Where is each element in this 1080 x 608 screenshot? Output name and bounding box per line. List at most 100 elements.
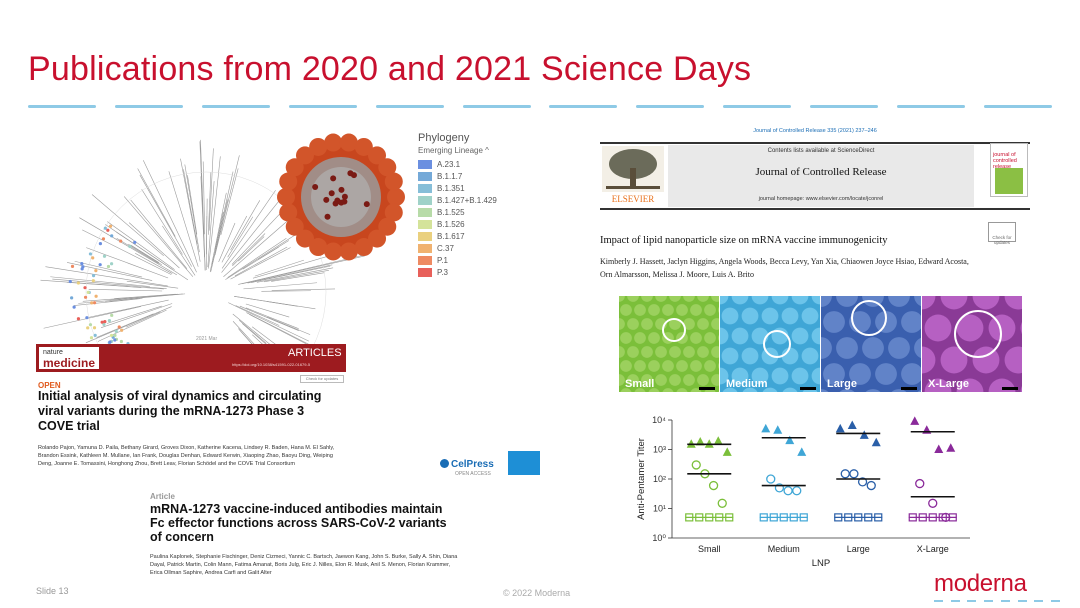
phylogeny-tree-figure: 2021 Mar [40, 133, 405, 344]
x-tick-label: Small [698, 544, 721, 554]
phylogeny-subtitle: Emerging Lineage ^ [418, 146, 489, 155]
micrograph-small: Small [619, 296, 719, 392]
cellpress-icon [440, 459, 449, 468]
legend-swatch [418, 207, 432, 217]
legend-item: B.1.351 [418, 182, 528, 194]
x-tick-label: X-Large [917, 544, 949, 554]
legend-label: P.1 [437, 255, 448, 265]
journal-name: Journal of Controlled Release [755, 166, 887, 178]
nature-medicine-logo: nature medicine [38, 346, 100, 370]
triangle-point [785, 435, 795, 445]
y-tick-label: 10² [653, 474, 666, 484]
y-tick-label: 10¹ [653, 504, 666, 514]
slide-number: Slide 13 [36, 586, 69, 596]
legend-item: B.1.1.7 [418, 170, 528, 182]
journal-header-box [600, 142, 1030, 210]
triangle-point [773, 425, 783, 434]
micrograph-label: X-Large [928, 378, 969, 390]
moderna-logo-underline [934, 600, 1060, 603]
circle-point [866, 480, 876, 491]
circle-point [915, 478, 925, 489]
paper2-label: Article [150, 492, 175, 501]
triangle-point [797, 447, 807, 456]
triangle-point [946, 443, 956, 452]
circle-point [857, 477, 868, 487]
copyright: © 2022 Moderna [503, 588, 571, 598]
x-axis-label: LNP [812, 558, 830, 569]
circle-point [691, 460, 701, 470]
contents-line: Contents lists available at ScienceDirec… [767, 148, 875, 154]
legend-swatch [418, 231, 432, 241]
legend-item: P.3 [418, 266, 528, 278]
legend-label: B.1.427+B.1.429 [437, 195, 497, 205]
y-tick-label: 10³ [653, 445, 666, 455]
elsevier-tree-logo [602, 146, 664, 192]
triangle-point [847, 420, 857, 430]
circle-point [766, 474, 776, 484]
elsevier-wordmark: ELSEVIER [611, 194, 655, 204]
legend-label: C.37 [437, 243, 454, 253]
scale-bar [699, 387, 715, 390]
legend-swatch [418, 183, 432, 193]
micrograph-label: Medium [726, 378, 768, 390]
x-tick-label: Medium [768, 544, 800, 554]
triangle-point [722, 447, 732, 456]
phylogeny-year-label: 2021 Mar [196, 336, 217, 342]
paper2-authors: Paulina Kaplonek, Stephanie Fischinger, … [150, 554, 458, 576]
legend-label: B.1.525 [437, 207, 465, 217]
legend-swatch [418, 219, 432, 229]
crossmark-badge: Check for updates [988, 222, 1016, 245]
paper3-citation: Journal of Controlled Release 335 (2021)… [753, 128, 877, 134]
cellpress-color-block [508, 451, 540, 475]
slide-title: Publications from 2020 and 2021 Science … [28, 50, 752, 88]
paper1-doi: https://doi.org/10.1038/s41591-022-01679… [232, 362, 311, 367]
legend-label: B.1.617 [437, 231, 465, 241]
legend-item: B.1.526 [418, 218, 528, 230]
micrograph-large: Large [821, 296, 921, 392]
titer-chart: 10⁰ 10¹ 10² 10³ 10⁴ Anti-Pentamer Titer LNP Sma… [636, 415, 970, 569]
circle-point [708, 480, 719, 491]
journal-homepage: journal homepage: www.elsevier.com/locat… [758, 196, 884, 202]
legend-label: B.1.526 [437, 219, 465, 229]
micrograph-label: Small [625, 378, 655, 390]
y-tick-label: 10⁴ [652, 415, 666, 425]
scale-bar [901, 387, 917, 390]
legend-swatch [418, 171, 432, 181]
legend-item: B.1.427+B.1.429 [418, 194, 528, 206]
triangle-point [695, 436, 705, 446]
paper1-title: Initial analysis of viral dynamics and c… [38, 389, 322, 433]
scale-bar [1002, 387, 1018, 390]
triangle-point [934, 444, 944, 453]
title-underline [28, 105, 1052, 109]
legend-label: B.1.1.7 [437, 171, 463, 181]
cellpress-logo: CelPress [440, 459, 494, 470]
phylogeny-legend: Phylogeny Emerging Lineage ^ A.23.1 B.1.1… [418, 132, 528, 278]
scale-bar [800, 387, 816, 390]
check-updates-badge: Check for updates [300, 375, 344, 383]
circle-point [849, 469, 859, 479]
articles-label: ARTICLES [288, 347, 342, 359]
legend-swatch [418, 243, 432, 253]
triangle-point [713, 436, 723, 445]
moderna-logo: moderna [934, 570, 1027, 597]
paper2-title: mRNA-1273 vaccine-induced antibodies mai… [150, 502, 447, 544]
triangle-point [910, 416, 920, 425]
circle-point [717, 498, 727, 508]
paper3-title: Impact of lipid nanoparticle size on mRN… [600, 235, 888, 246]
cellpress-open-access: OPEN ACCESS [455, 471, 491, 477]
micrograph-medium: Medium [720, 296, 820, 392]
legend-label: B.1.351 [437, 183, 465, 193]
triangle-point [761, 423, 771, 433]
triangle-point [835, 423, 845, 433]
legend-item: P.1 [418, 254, 528, 266]
legend-swatch [418, 267, 432, 277]
x-tick-label: Large [847, 544, 870, 554]
paper3-authors: Kimberly J. Hassett, Jaclyn Higgins, Ang… [600, 257, 969, 279]
circle-point [928, 498, 938, 508]
y-tick-label: 10⁰ [652, 533, 666, 543]
micrograph-x-large: X-Large [922, 296, 1022, 392]
journal-cover: journal of controlled release [990, 143, 1028, 197]
circle-point [792, 486, 802, 496]
circle-point [840, 469, 850, 479]
legend-swatch [418, 195, 432, 205]
